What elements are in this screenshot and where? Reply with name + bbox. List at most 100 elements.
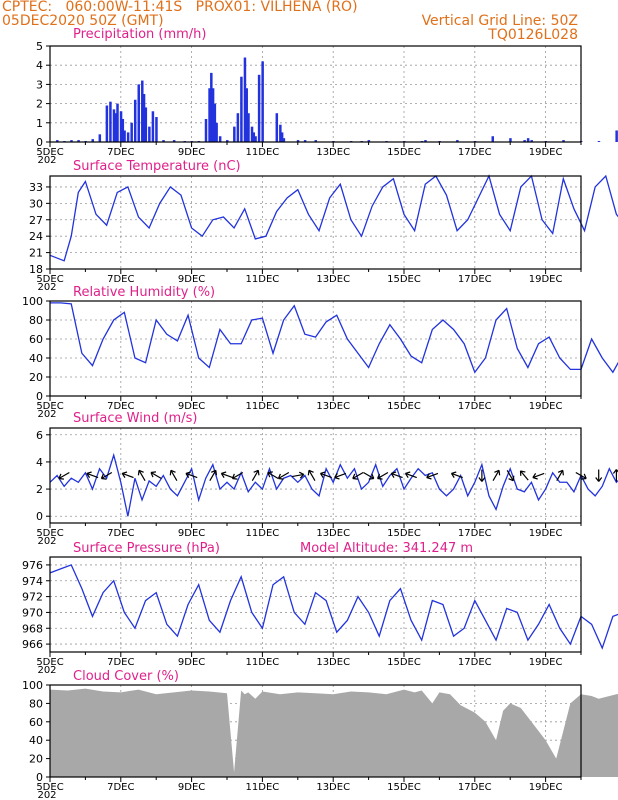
wind-arrow-shaft [320,472,332,479]
wind-arrow-shaft [363,471,375,480]
series-line [49,452,618,517]
y-tick-label: 20 [29,371,43,384]
precip-bar [130,122,133,142]
wind-arrow-head [404,471,411,478]
x-tick-label: 7DEC [107,782,134,793]
wind-arrow-head [352,473,358,480]
x-tick-label: 13DEC [316,274,350,285]
wind-arrow-shaft [506,470,514,481]
y-tick-label: 80 [29,697,43,710]
x-tick-label: 7DEC [107,657,134,668]
wind-arrow-shaft [391,472,403,479]
precip-bar [211,88,215,142]
y-tick-label: 21 [29,247,43,260]
x-year-label-cut: 202 [37,155,56,166]
panel-precipitation: 0 1 2 3 4 5 5DEC 7DEC 9DEC 11DEC 13DEC 15DEC 17DEC 19… [36,27,618,166]
series-line [49,174,618,262]
wind-arrow [291,471,305,479]
wind-arrow-shaft [185,472,198,479]
x-tick-label: 5DEC [36,782,63,793]
precip-bar [70,140,73,142]
precip-bar [523,140,526,142]
x-tick-label: 13DEC [316,147,350,158]
x-tick-label: 19DEC [529,782,563,793]
wind-arrow [363,471,375,480]
x-tick-label: 13DEC [316,657,350,668]
y-tick-label: 970 [22,606,43,619]
x-tick-label: 9DEC [178,782,205,793]
wind-arrow [58,471,70,480]
precip-bar [144,107,148,142]
wind-arrow [220,471,233,479]
x-year-label-cut: 202 [37,536,56,547]
x-tick-label: 15DEC [387,274,421,285]
precip-bar [208,88,211,142]
panel-title: Surface Wind (m/s) [73,411,197,426]
wind-arrow-head [390,471,397,478]
panel-title: Cloud Cover (%) [73,669,179,684]
wind-arrow [185,471,198,479]
wind-arrow-shaft [170,470,178,481]
wind-arrow-head [307,469,314,476]
wind-arrow-shaft [520,470,529,481]
precip-bar [204,118,208,142]
wind-arrow-shaft [334,472,347,479]
wind-arrow-shaft [221,472,233,479]
precip-bar [562,140,565,142]
precip-bar [240,76,243,142]
wind-arrow-head [58,473,64,480]
x-tick-label: 7DEC [107,147,134,158]
panel-frame [49,556,582,653]
wind-arrow-head [494,469,501,476]
panel-title: Surface Temperature (nC) [73,159,241,174]
wind-arrow-shaft [138,470,146,481]
panel-frame [49,175,582,270]
precip-bar [151,111,155,142]
wind-arrow-head [277,473,284,480]
x-tick-label: 17DEC [458,401,492,412]
x-year-label-cut: 202 [37,409,56,420]
precip-bar [367,140,371,142]
y-tick-label: 18 [29,263,43,276]
wind-arrow-shaft [426,472,439,479]
wind-arrow [319,471,332,479]
x-tick-label: 13DEC [316,528,350,539]
y-tick-label: 30 [29,197,43,210]
wind-arrow [121,471,134,479]
model-altitude-label: Model Altitude: 341.247 m [300,541,473,556]
precip-bar [210,72,213,142]
y-tick-label: 966 [22,638,43,651]
y-tick-label: 976 [22,559,43,572]
wind-arrow-head [334,473,340,480]
precip-bar [114,113,117,142]
wind-arrow-head [86,471,92,478]
panel-surface-temperature: 18 21 24 27 30 33 5DEC 7DEC 9DEC 11DEC 13DEC 15DEC 1… [29,159,618,293]
series-line [49,564,618,650]
wind-arrow-shaft [267,471,279,480]
precip-bar [213,103,217,142]
panel-cloud-cover: 0 20 40 60 80 100 5DEC 7DEC 9DEC 11DEC 13DEC 15DEC 1… [22,669,618,800]
wind-arrow-head [581,473,587,480]
wind-arrow-head [137,469,144,476]
x-tick-label: 11DEC [246,147,280,158]
y-tick-label: 60 [29,333,43,346]
x-tick-label: 15DEC [387,401,421,412]
wind-arrow-head [532,473,538,480]
precip-bar [121,118,125,142]
precip-bar [303,140,307,142]
x-tick-label: 9DEC [178,657,205,668]
precip-bar [116,103,119,142]
precip-bar [526,138,530,142]
precip-bar [123,130,126,142]
wind-arrow [150,471,162,480]
panel-frame [49,300,582,397]
precip-bar [615,130,618,142]
precip-bar [424,140,427,142]
x-tick-label: 11DEC [246,782,280,793]
panel-relative-humidity: 0 20 40 60 80 100 5DEC 7DEC 9DEC 11DEC 13DEC 15DEC 1… [22,285,618,420]
wind-arrow-head [557,469,564,476]
precip-bar [275,113,279,142]
y-tick-label: 33 [29,181,43,194]
x-tick-label: 9DEC [178,274,205,285]
wind-arrow [519,470,529,481]
